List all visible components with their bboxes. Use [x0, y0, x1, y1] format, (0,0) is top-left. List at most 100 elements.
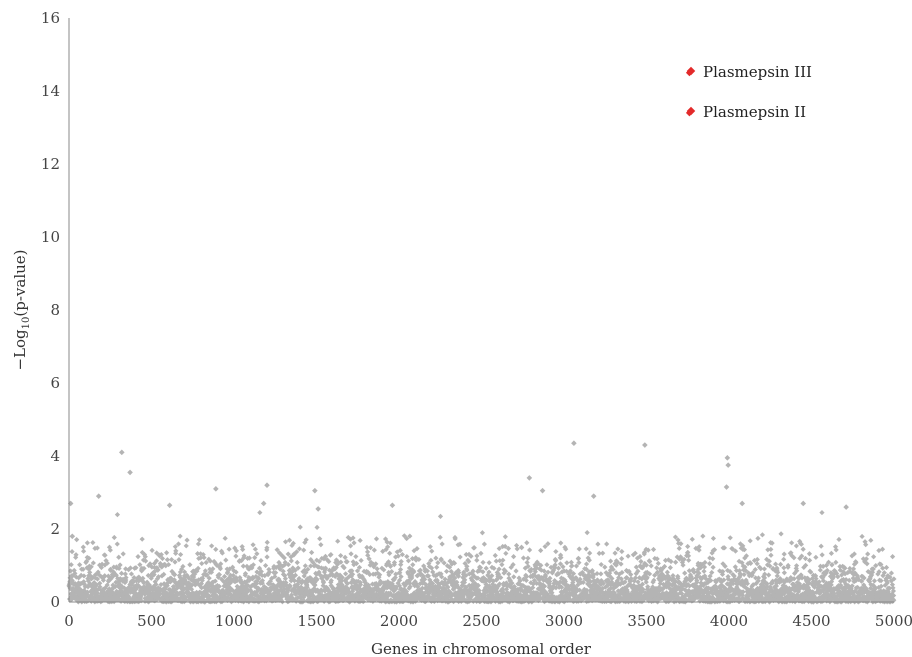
- gene-point: [496, 566, 502, 572]
- gene-point: [292, 572, 299, 578]
- gene-point: [246, 555, 253, 561]
- gene-point: [183, 543, 189, 549]
- gene-point: [478, 550, 484, 556]
- gene-point: [739, 560, 745, 566]
- gene-point: [711, 547, 718, 553]
- gene-point: [594, 570, 600, 577]
- gene-point: [825, 559, 832, 565]
- gene-point: [474, 598, 480, 605]
- gene-point: [507, 577, 513, 583]
- gene-point: [113, 572, 119, 578]
- gene-point: [679, 586, 685, 592]
- gene-point: [827, 587, 833, 593]
- gene-point: [294, 549, 300, 555]
- gene-point: [199, 560, 205, 567]
- gene-point: [470, 568, 476, 574]
- gene-point: [780, 585, 787, 591]
- gene-point: [576, 546, 582, 552]
- gene-point: [503, 580, 509, 586]
- gene-point: [475, 568, 481, 575]
- gene-point: [318, 565, 325, 571]
- gene-point: [700, 582, 706, 589]
- gene-point: [670, 575, 676, 582]
- gene-point: [118, 570, 125, 576]
- gene-point: [799, 553, 805, 559]
- gene-point: [389, 568, 395, 575]
- gene-point: [511, 574, 517, 580]
- gene-point: [635, 579, 641, 585]
- gene-point: [698, 565, 704, 571]
- gene-point: [242, 570, 249, 577]
- gene-point: [703, 576, 709, 582]
- gene-point: [108, 575, 114, 581]
- gene-point: [98, 590, 104, 597]
- gene-point: [698, 576, 704, 582]
- gene-point: [866, 590, 872, 596]
- gene-point: [140, 575, 146, 581]
- gene-point: [415, 572, 421, 579]
- gene-point: [851, 551, 857, 557]
- gene-point: [253, 581, 259, 587]
- gene-point: [109, 586, 115, 592]
- gene-point: [411, 569, 417, 575]
- gene-point: [143, 558, 149, 564]
- gene-point: [828, 550, 834, 556]
- gene-point: [203, 559, 209, 566]
- gene-point: [277, 566, 283, 572]
- gene-point: [622, 579, 628, 585]
- gene-point: [302, 591, 309, 598]
- gene-point: [333, 559, 339, 566]
- gene-point: [161, 581, 167, 587]
- gene-point: [743, 553, 750, 559]
- gene-point: [102, 562, 108, 568]
- gene-point: [651, 577, 657, 583]
- gene-point: [291, 578, 298, 584]
- gene-point: [443, 588, 449, 594]
- gene-point: [705, 580, 711, 586]
- gene-point: [510, 554, 517, 560]
- gene-point: [161, 571, 167, 577]
- gene-point: [608, 564, 615, 570]
- gene-point: [486, 583, 492, 589]
- gene-point: [114, 541, 120, 547]
- gene-point: [474, 553, 480, 559]
- gene-point: [654, 569, 661, 575]
- gene-point: [279, 563, 286, 569]
- gene-point: [172, 572, 178, 578]
- gene-point: [312, 579, 318, 585]
- gene-point: [624, 575, 630, 581]
- gene-point: [525, 593, 531, 599]
- gene-point: [184, 572, 190, 578]
- gene-point: [330, 585, 337, 592]
- gene-point: [428, 565, 435, 571]
- gene-point: [449, 596, 455, 603]
- gene-point: [796, 586, 803, 592]
- gene-point: [250, 542, 256, 548]
- gene-point: [165, 561, 172, 568]
- gene-point: [401, 533, 407, 539]
- gene-point: [444, 563, 451, 569]
- gene-point: [198, 555, 204, 561]
- gene-point: [393, 571, 399, 577]
- gene-point: [847, 589, 853, 596]
- gene-point: [876, 584, 882, 591]
- gene-point: [607, 573, 613, 579]
- gene-point: [241, 553, 247, 559]
- gene-point: [233, 569, 239, 575]
- gene-point: [186, 590, 192, 596]
- gene-point: [568, 569, 574, 576]
- gene-point: [481, 588, 487, 594]
- gene-point: [812, 573, 819, 579]
- gene-point: [189, 582, 195, 588]
- gene-point: [448, 568, 454, 575]
- gene-point: [464, 563, 470, 569]
- gene-point: [774, 587, 780, 593]
- gene-point: [226, 546, 232, 552]
- gene-point: [106, 586, 112, 592]
- gene-point: [298, 594, 304, 601]
- gene-point: [646, 594, 652, 601]
- gene-point: [351, 540, 357, 546]
- gene-point: [764, 581, 770, 587]
- gene-point: [767, 586, 773, 593]
- gene-point: [846, 592, 853, 598]
